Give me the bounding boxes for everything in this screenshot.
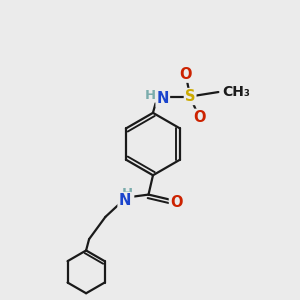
Text: O: O [193,110,205,125]
Text: N: N [118,193,131,208]
Text: H: H [122,187,133,200]
Text: O: O [170,195,182,210]
Text: O: O [179,67,192,82]
Text: S: S [185,89,195,104]
Text: CH₃: CH₃ [222,85,250,99]
Text: N: N [157,92,169,106]
Text: H: H [144,88,156,101]
